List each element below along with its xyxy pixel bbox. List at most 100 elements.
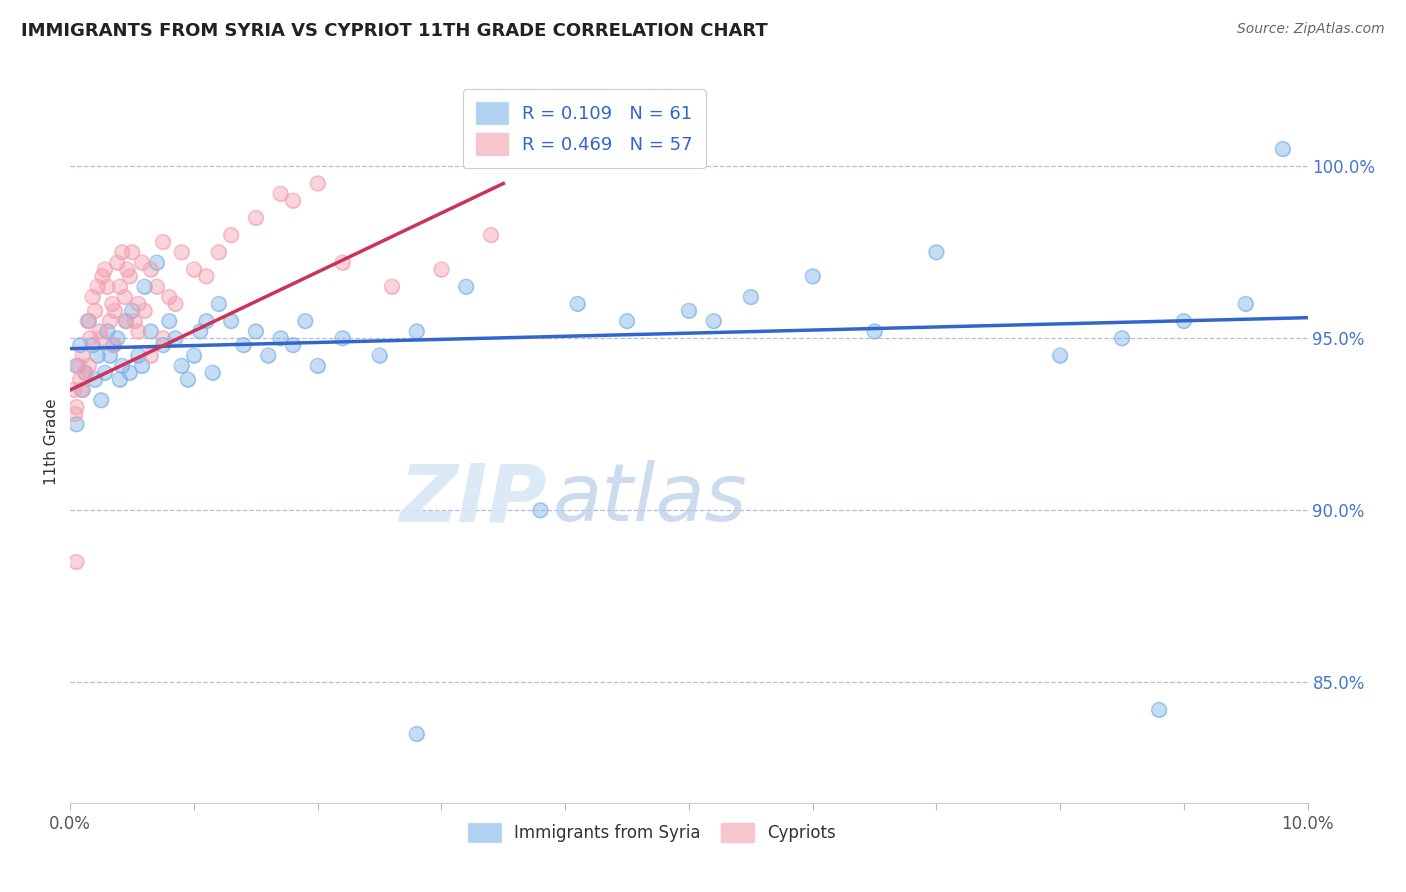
- Point: [479, 228, 502, 243]
- Point: [183, 349, 205, 363]
- Point: [1147, 703, 1170, 717]
- Point: [195, 269, 218, 284]
- Point: [77, 359, 100, 373]
- Point: [801, 269, 824, 284]
- Point: [232, 338, 254, 352]
- Point: [103, 338, 125, 352]
- Point: [72, 383, 94, 397]
- Point: [72, 349, 94, 363]
- Point: [86, 349, 108, 363]
- Point: [740, 290, 762, 304]
- Point: [177, 373, 200, 387]
- Text: ZIP: ZIP: [399, 460, 547, 539]
- Point: [84, 373, 107, 387]
- Point: [139, 262, 162, 277]
- Point: [307, 359, 329, 373]
- Point: [177, 373, 200, 387]
- Point: [1049, 349, 1071, 363]
- Point: [257, 349, 280, 363]
- Point: [1271, 142, 1294, 156]
- Point: [75, 366, 97, 380]
- Point: [195, 269, 218, 284]
- Point: [114, 290, 136, 304]
- Point: [219, 314, 242, 328]
- Point: [69, 373, 91, 387]
- Point: [121, 303, 143, 318]
- Point: [925, 245, 948, 260]
- Point: [146, 279, 169, 293]
- Point: [82, 338, 104, 352]
- Point: [157, 314, 180, 328]
- Point: [245, 211, 267, 225]
- Point: [115, 314, 138, 328]
- Point: [170, 245, 193, 260]
- Point: [146, 255, 169, 269]
- Point: [127, 325, 149, 339]
- Point: [94, 366, 117, 380]
- Point: [127, 349, 149, 363]
- Point: [108, 373, 131, 387]
- Point: [108, 373, 131, 387]
- Point: [90, 331, 112, 345]
- Point: [183, 262, 205, 277]
- Point: [195, 314, 218, 328]
- Point: [101, 297, 124, 311]
- Point: [245, 211, 267, 225]
- Point: [70, 383, 93, 397]
- Point: [105, 331, 128, 345]
- Point: [245, 325, 267, 339]
- Point: [77, 314, 100, 328]
- Point: [678, 303, 700, 318]
- Point: [104, 303, 127, 318]
- Point: [456, 279, 478, 293]
- Point: [1173, 314, 1195, 328]
- Point: [307, 359, 329, 373]
- Point: [67, 359, 90, 373]
- Point: [131, 255, 153, 269]
- Point: [1173, 314, 1195, 328]
- Point: [1234, 297, 1257, 311]
- Point: [101, 297, 124, 311]
- Point: [84, 303, 107, 318]
- Point: [90, 393, 112, 408]
- Point: [76, 314, 98, 328]
- Point: [201, 366, 224, 380]
- Point: [121, 245, 143, 260]
- Point: [63, 383, 86, 397]
- Point: [152, 235, 174, 249]
- Point: [188, 325, 211, 339]
- Point: [98, 314, 121, 328]
- Point: [127, 297, 149, 311]
- Point: [77, 314, 100, 328]
- Point: [67, 359, 90, 373]
- Legend: Immigrants from Syria, Cypriots: Immigrants from Syria, Cypriots: [461, 816, 842, 848]
- Point: [82, 338, 104, 352]
- Point: [115, 262, 138, 277]
- Point: [103, 338, 125, 352]
- Point: [82, 290, 104, 304]
- Point: [121, 245, 143, 260]
- Point: [86, 349, 108, 363]
- Point: [65, 417, 87, 432]
- Point: [134, 303, 156, 318]
- Point: [105, 255, 128, 269]
- Text: Source: ZipAtlas.com: Source: ZipAtlas.com: [1237, 22, 1385, 37]
- Point: [294, 314, 316, 328]
- Point: [111, 245, 134, 260]
- Point: [86, 279, 108, 293]
- Point: [84, 303, 107, 318]
- Point: [111, 359, 134, 373]
- Point: [76, 314, 98, 328]
- Point: [381, 279, 404, 293]
- Point: [124, 314, 146, 328]
- Point: [332, 255, 354, 269]
- Point: [139, 262, 162, 277]
- Point: [65, 359, 87, 373]
- Point: [139, 325, 162, 339]
- Point: [89, 325, 111, 339]
- Point: [118, 269, 141, 284]
- Point: [165, 297, 187, 311]
- Point: [96, 279, 118, 293]
- Point: [157, 314, 180, 328]
- Point: [405, 727, 427, 741]
